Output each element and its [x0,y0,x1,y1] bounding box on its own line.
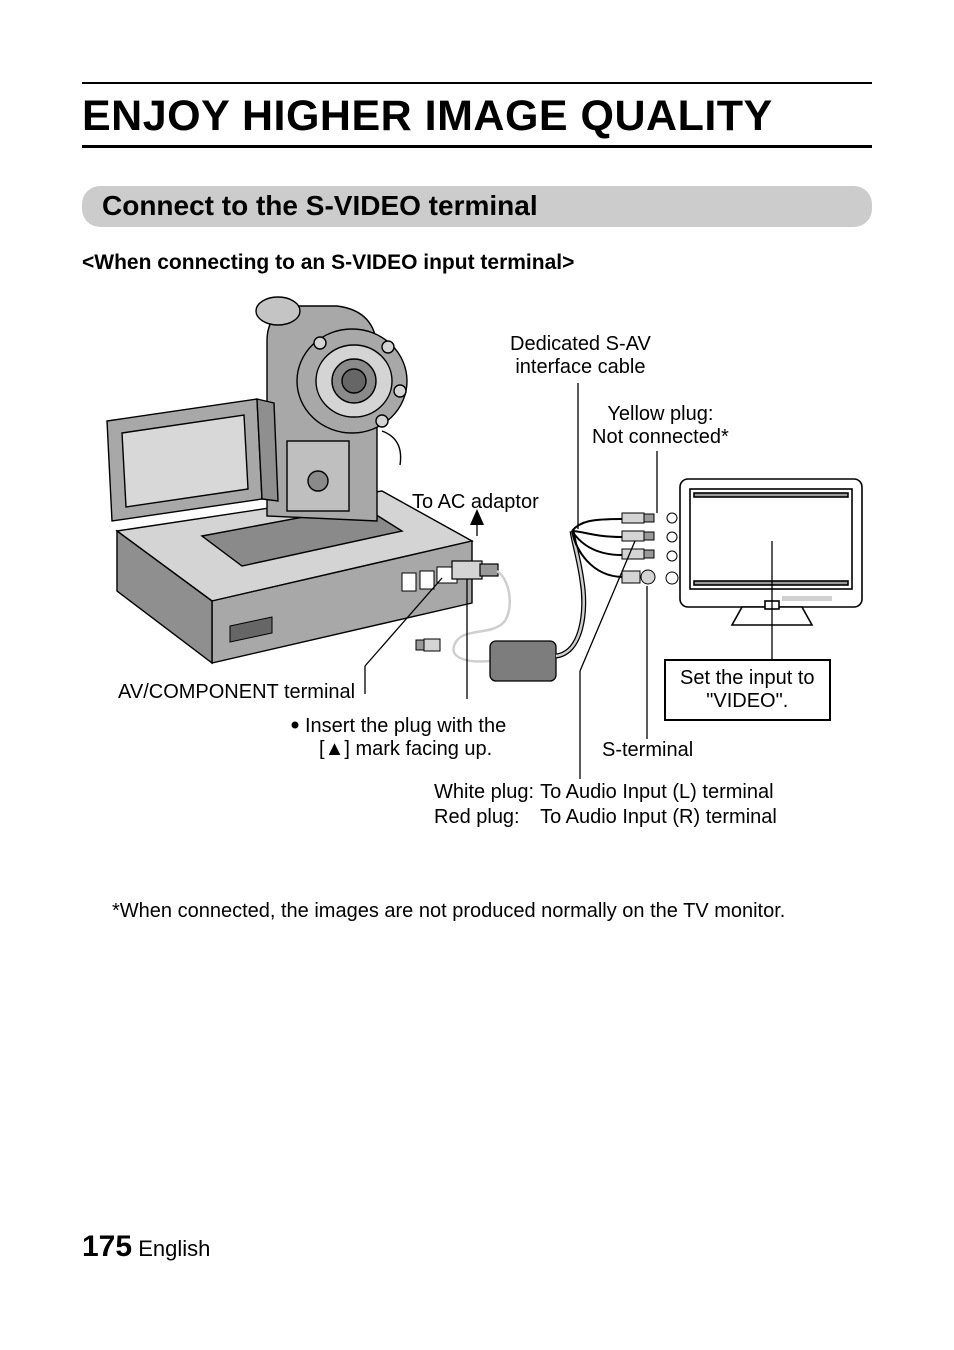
label-yellow-plug: Yellow plug: Not connected* [592,403,729,449]
text: Set the input to [680,667,815,689]
text: Dedicated S-AV [510,333,651,355]
label-dedicated-cable: Dedicated S-AV interface cable [510,333,651,379]
text: [▲] mark facing up. [319,738,492,760]
text: To Audio Input (R) terminal [540,806,781,829]
text: To Audio Input (L) terminal [540,781,781,804]
text: Yellow plug: [607,403,713,425]
text: Insert the plug with the [305,715,506,737]
text: "VIDEO". [706,690,788,712]
text: interface cable [515,356,645,378]
page-number: 175 [82,1230,132,1263]
text: White plug: [434,781,538,804]
text: Not connected* [592,426,729,448]
label-insert-plug: Insert the plug with the [▲] mark facing… [305,715,506,761]
rule-bottom [82,145,872,148]
section-heading-bar: Connect to the S-VIDEO terminal [82,186,872,227]
page-footer: 175 English [82,1230,210,1264]
section-heading: Connect to the S-VIDEO terminal [102,190,852,222]
connection-diagram: Dedicated S-AV interface cable Yellow pl… [82,281,872,841]
manual-page: ENJOY HIGHER IMAGE QUALITY Connect to th… [0,0,954,1350]
sub-heading: <When connecting to an S-VIDEO input ter… [82,251,872,275]
label-s-terminal: S-terminal [602,739,693,762]
page-language: English [138,1236,210,1261]
label-set-input-box: Set the input to "VIDEO". [664,659,831,721]
label-av-component: AV/COMPONENT terminal [118,681,355,704]
label-ac-adaptor: To AC adaptor [412,491,539,514]
text: Red plug: [434,806,538,829]
rule-top [82,82,872,84]
label-audio-plugs: White plug: To Audio Input (L) terminal … [432,779,783,831]
footnote: *When connected, the images are not prod… [112,899,832,924]
page-title: ENJOY HIGHER IMAGE QUALITY [82,92,872,141]
